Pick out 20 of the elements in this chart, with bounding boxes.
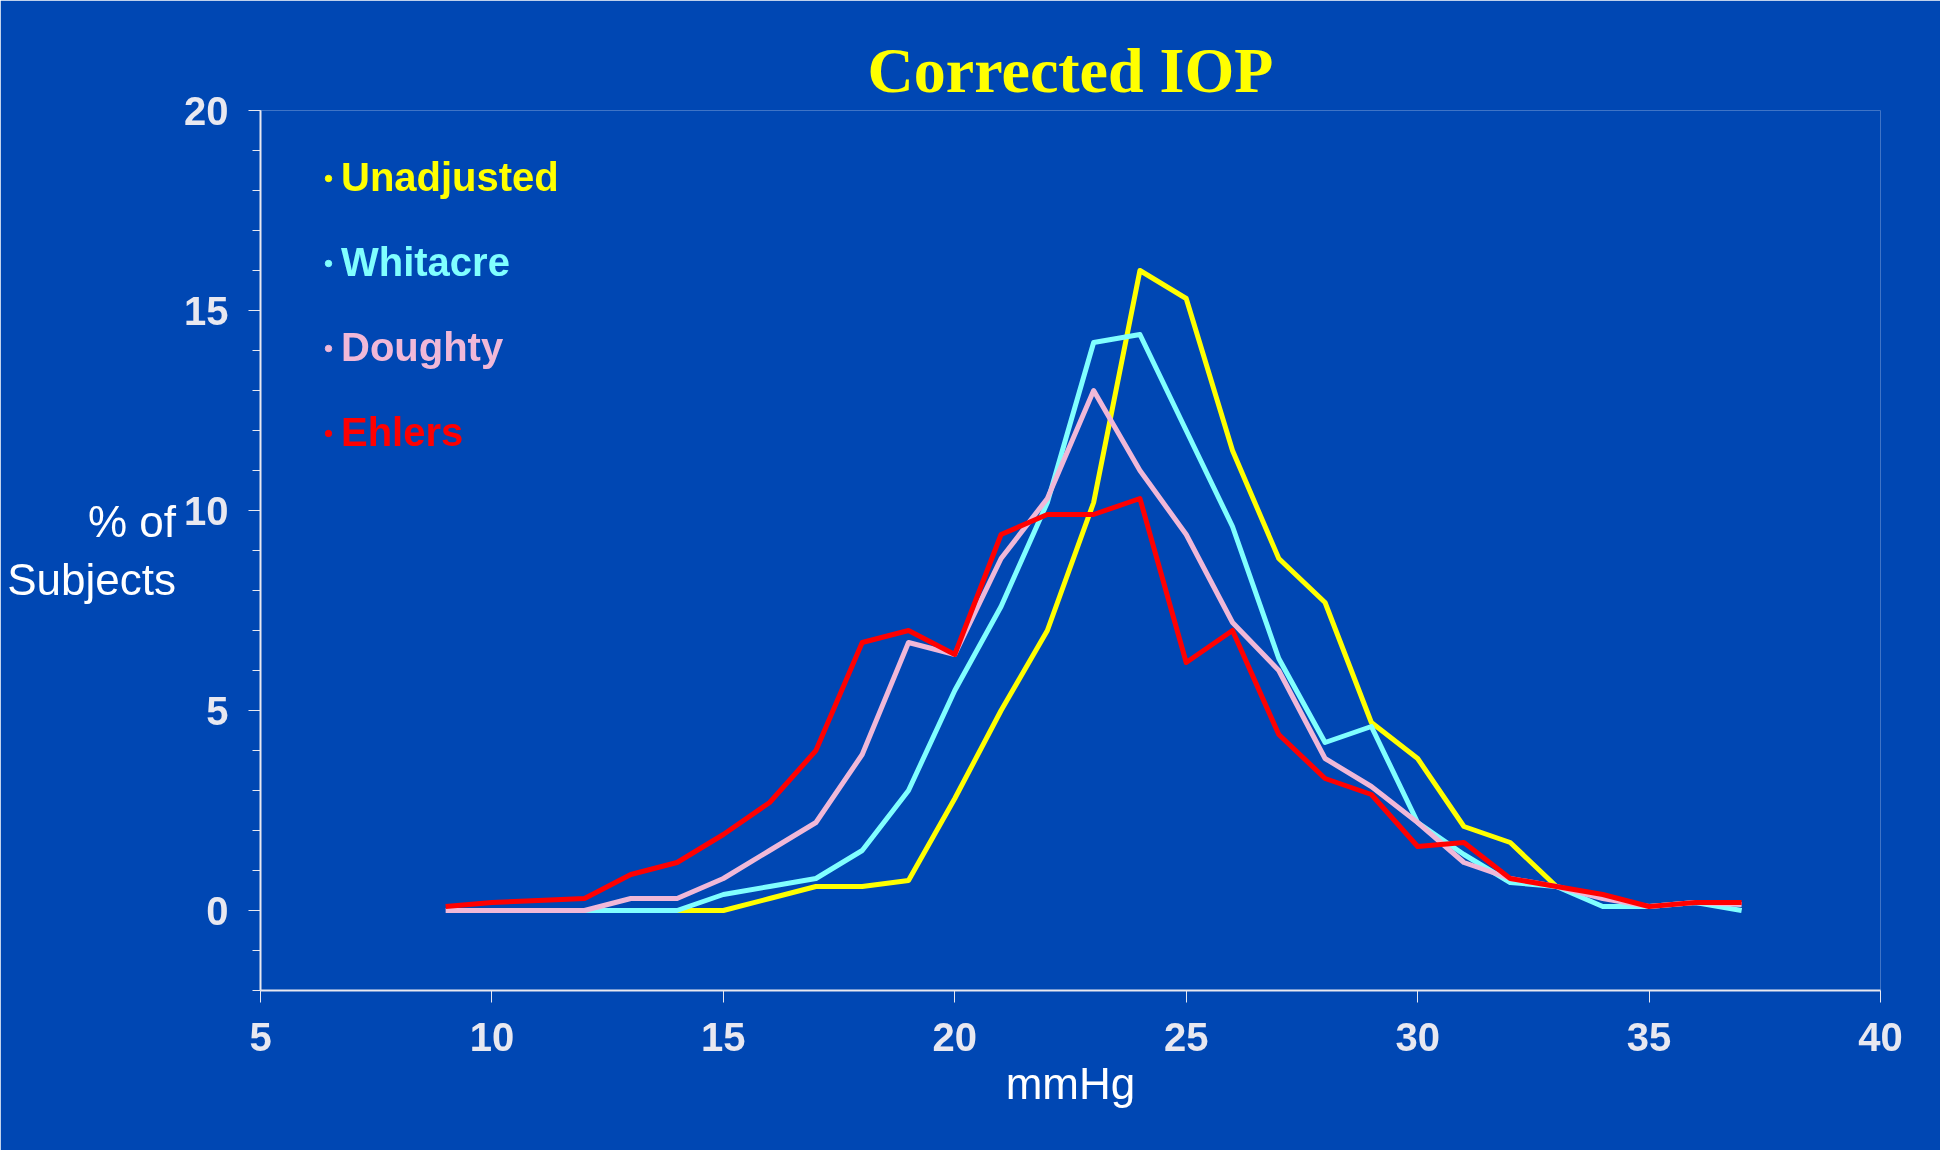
y-tick-label: 15 [184,288,229,333]
legend-label: Doughty [341,325,504,370]
x-tick-label: 30 [1395,1014,1440,1059]
legend-label: Unadjusted [341,155,559,200]
y-tick-label: 10 [184,488,229,533]
y-axis-title: % of Subjects [7,496,177,605]
x-tick-label: 5 [249,1014,272,1059]
x-tick-label: 15 [701,1014,746,1059]
x-tick-label: 20 [932,1014,978,1059]
y-tick-label: 20 [184,88,229,133]
chart-title: Corrected IOP [867,34,1274,106]
x-tick-label: 10 [469,1014,515,1059]
legend-label: Ehlers [341,410,464,455]
x-tick-label: 40 [1858,1014,1903,1059]
y-tick-label: 0 [206,888,229,933]
legend-label: Whitacre [341,240,510,285]
x-axis-title: mmHg [1005,1058,1136,1108]
y-tick-label: 5 [206,688,229,733]
x-tick-label: 35 [1626,1014,1672,1059]
x-tick-label: 25 [1163,1014,1209,1059]
